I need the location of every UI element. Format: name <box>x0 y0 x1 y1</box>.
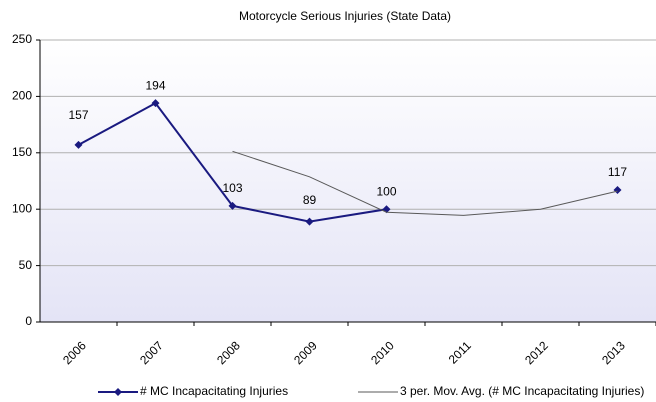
y-tick-label: 150 <box>12 145 32 159</box>
data-label: 194 <box>145 78 165 92</box>
legend-marker <box>114 388 122 396</box>
data-label: 103 <box>222 181 242 195</box>
x-tick-label: 2009 <box>291 338 320 367</box>
x-tick-label: 2012 <box>522 338 551 367</box>
x-tick-label: 2011 <box>446 338 474 366</box>
x-tick-label: 2007 <box>137 338 166 367</box>
y-tick-label: 50 <box>19 258 33 272</box>
legend-label: 3 per. Mov. Avg. (# MC Incapacitating In… <box>400 384 644 398</box>
y-tick-label: 100 <box>12 201 32 215</box>
plot-area <box>40 40 656 322</box>
data-label: 157 <box>68 108 88 122</box>
point-marker <box>305 217 314 226</box>
y-tick-label: 250 <box>12 32 32 46</box>
series-line <box>232 150 618 216</box>
y-tick-label: 200 <box>12 89 32 103</box>
y-tick-label: 0 <box>25 314 32 328</box>
x-tick-label: 2008 <box>214 338 243 367</box>
data-label: 100 <box>376 184 396 198</box>
data-label: 89 <box>303 193 317 207</box>
legend-label: # MC Incapacitating Injuries <box>140 384 288 398</box>
point-marker <box>74 140 83 149</box>
chart-title: Motorcycle Serious Injuries (State Data) <box>239 9 451 23</box>
point-marker <box>228 201 237 210</box>
data-label: 117 <box>608 165 627 179</box>
x-tick-label: 2010 <box>368 338 397 367</box>
x-tick-label: 2013 <box>599 338 628 367</box>
x-tick-label: 2006 <box>60 338 89 367</box>
point-marker <box>151 99 160 108</box>
